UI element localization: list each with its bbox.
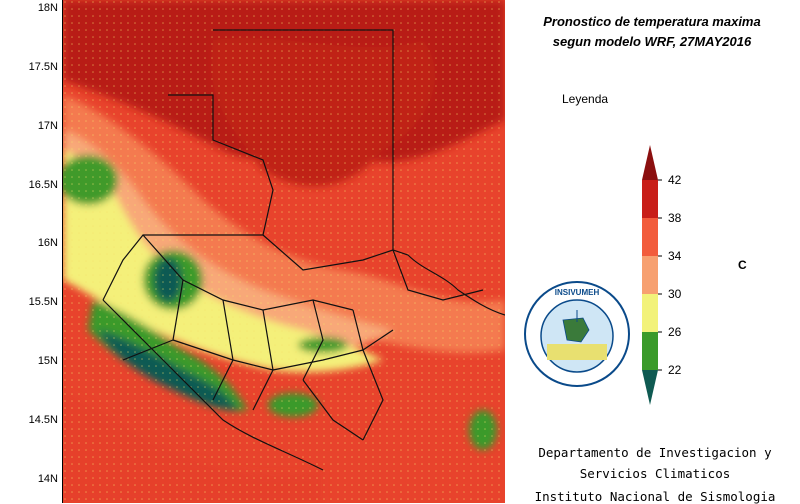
colorbar-swatch-30-34 bbox=[642, 256, 658, 294]
department-line-1: Departamento de Investigacion y bbox=[538, 445, 772, 460]
institute-text: Instituto Nacional de Sismologia bbox=[534, 489, 776, 504]
colorbar-swatch-38-42 bbox=[642, 180, 658, 218]
colorbar-label-30: 30 bbox=[668, 287, 682, 301]
colorbar-swatch-bottom bbox=[642, 370, 658, 405]
latitude-axis: 18N 17.5N 17N 16.5N 16N 15.5N 15N 14.5N … bbox=[0, 0, 62, 503]
colorbar-swatch-22-26 bbox=[642, 332, 658, 370]
insivumeh-seal: INSIVUMEH bbox=[524, 281, 630, 387]
political-borders bbox=[102, 29, 505, 471]
colorbar-label-34: 34 bbox=[668, 249, 682, 263]
colorbar-swatch-26-30 bbox=[642, 294, 658, 332]
colorbar-swatch-top bbox=[642, 145, 658, 180]
colorbar-label-38: 38 bbox=[668, 211, 682, 225]
lat-label-15n: 15N bbox=[37, 355, 58, 367]
seal-text: INSIVUMEH bbox=[555, 288, 600, 297]
lat-label-18n: 18N bbox=[37, 2, 58, 14]
colorbar-label-22: 22 bbox=[668, 363, 682, 377]
temperature-colorbar bbox=[642, 145, 662, 405]
map-title: Pronostico de temperatura maxima segun m… bbox=[512, 12, 792, 52]
department-text: Departamento de Investigacion y Servicio… bbox=[510, 442, 800, 484]
colorbar-label-42: 42 bbox=[668, 173, 682, 187]
colorbar-label-26: 26 bbox=[668, 325, 682, 339]
lat-label-17n: 17N bbox=[37, 120, 58, 132]
lat-label-14-5n: 14.5N bbox=[28, 414, 58, 426]
title-line-1: Pronostico de temperatura maxima bbox=[543, 14, 761, 29]
lat-label-16n: 16N bbox=[37, 237, 58, 249]
temperature-field bbox=[63, 0, 505, 503]
lat-label-14n: 14N bbox=[37, 473, 58, 485]
title-line-2: segun modelo WRF, 27MAY2016 bbox=[552, 34, 752, 49]
department-line-2: Servicios Climaticos bbox=[579, 466, 731, 481]
lat-label-15-5n: 15.5N bbox=[28, 296, 58, 308]
legend-title: Leyenda bbox=[562, 92, 609, 106]
lat-label-16-5n: 16.5N bbox=[28, 179, 58, 191]
lat-label-17-5n: 17.5N bbox=[28, 61, 58, 73]
temperature-map bbox=[62, 0, 505, 503]
colorbar-swatch-34-38 bbox=[642, 218, 658, 256]
unit-label: C bbox=[738, 258, 747, 272]
